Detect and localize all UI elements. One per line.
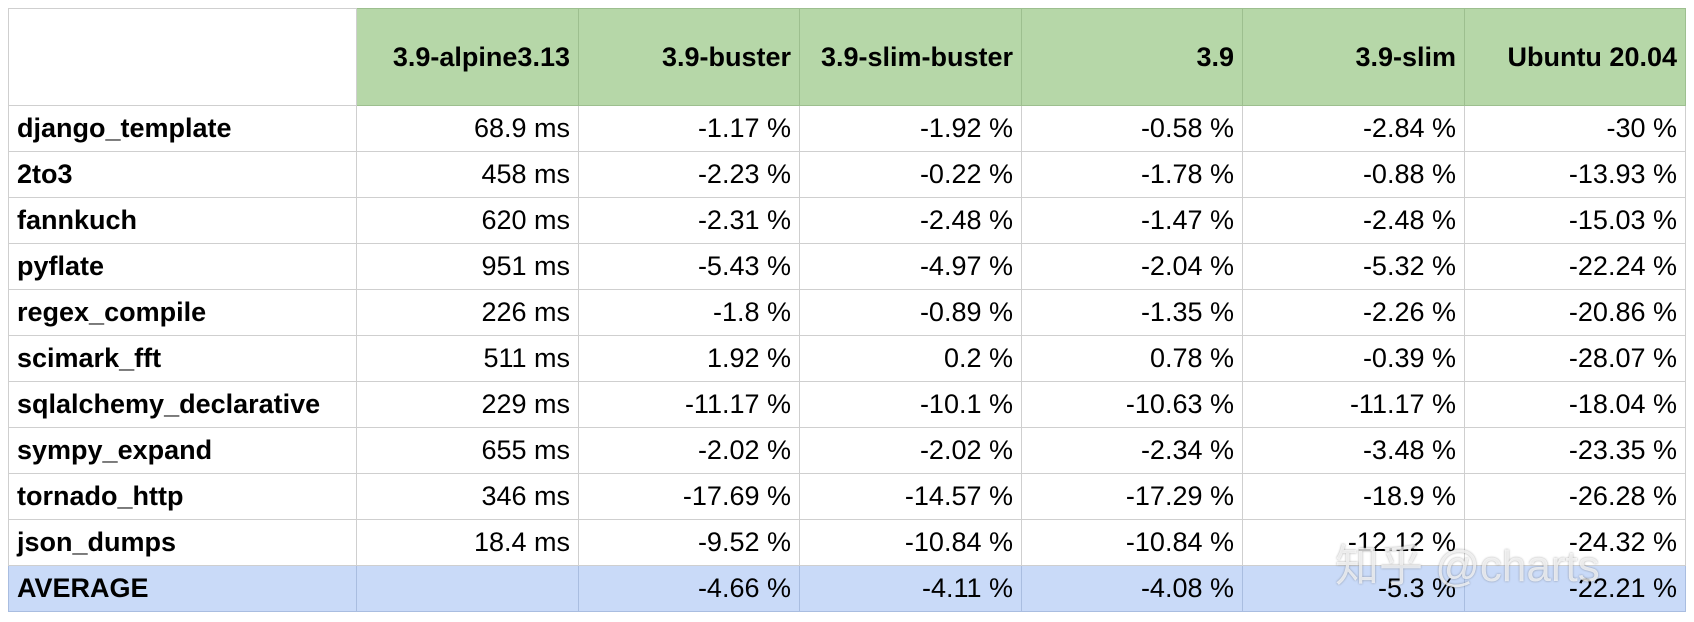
row-label: scimark_fft (8, 335, 357, 382)
data-row: scimark_fft 511 ms 1.92 % 0.2 % 0.78 % -0.39 … (8, 335, 1686, 382)
benchmark-table: 3.9-alpine3.13 3.9-buster 3.9-slim-buster 3… (8, 8, 1686, 612)
cell: 68.9 ms (356, 105, 579, 152)
row-label: fannkuch (8, 197, 357, 244)
cell: -1.35 % (1021, 289, 1243, 336)
cell: -1.92 % (799, 105, 1022, 152)
cell: -3.48 % (1242, 427, 1465, 474)
data-row: django_template 68.9 ms -1.17 % -1.92 % -0.5… (8, 105, 1686, 152)
cell: -2.34 % (1021, 427, 1243, 474)
cell: -2.02 % (578, 427, 800, 474)
cell: -18.9 % (1242, 473, 1465, 520)
row-label: AVERAGE (8, 565, 357, 612)
column-header: 3.9-alpine3.13 (356, 8, 579, 106)
row-label: 2to3 (8, 151, 357, 198)
cell: -5.43 % (578, 243, 800, 290)
cell: 620 ms (356, 197, 579, 244)
cell: -1.78 % (1021, 151, 1243, 198)
cell: -22.21 % (1464, 565, 1686, 612)
column-header: 3.9-slim (1242, 8, 1465, 106)
row-label: regex_compile (8, 289, 357, 336)
cell: -10.63 % (1021, 381, 1243, 428)
cell: -5.32 % (1242, 243, 1465, 290)
column-header: 3.9-buster (578, 8, 800, 106)
cell: -2.48 % (799, 197, 1022, 244)
cell: -17.69 % (578, 473, 800, 520)
cell: -23.35 % (1464, 427, 1686, 474)
cell: -2.23 % (578, 151, 800, 198)
data-row: pyflate 951 ms -5.43 % -4.97 % -2.04 % -5.32 … (8, 243, 1686, 290)
cell: -13.93 % (1464, 151, 1686, 198)
cell: 0.78 % (1021, 335, 1243, 382)
cell: -26.28 % (1464, 473, 1686, 520)
cell: -22.24 % (1464, 243, 1686, 290)
cell: -15.03 % (1464, 197, 1686, 244)
cell: -24.32 % (1464, 519, 1686, 566)
cell: -0.39 % (1242, 335, 1465, 382)
cell: -14.57 % (799, 473, 1022, 520)
cell: 346 ms (356, 473, 579, 520)
column-header: 3.9 (1021, 8, 1243, 106)
cell: -11.17 % (1242, 381, 1465, 428)
cell: 0.2 % (799, 335, 1022, 382)
cell: 511 ms (356, 335, 579, 382)
cell: -28.07 % (1464, 335, 1686, 382)
cell: -11.17 % (578, 381, 800, 428)
data-row: fannkuch 620 ms -2.31 % -2.48 % -1.47 % -2.48… (8, 197, 1686, 244)
cell: -4.66 % (578, 565, 800, 612)
cell: 655 ms (356, 427, 579, 474)
cell: -0.58 % (1021, 105, 1243, 152)
cell: -2.02 % (799, 427, 1022, 474)
cell (356, 565, 579, 612)
cell: -4.11 % (799, 565, 1022, 612)
cell: -1.8 % (578, 289, 800, 336)
data-row: regex_compile 226 ms -1.8 % -0.89 % -1.35 % -… (8, 289, 1686, 336)
data-row: sympy_expand 655 ms -2.02 % -2.02 % -2.34 % -… (8, 427, 1686, 474)
cell: -20.86 % (1464, 289, 1686, 336)
data-row: 2to3 458 ms -2.23 % -0.22 % -1.78 % -0.88 % -1… (8, 151, 1686, 198)
cell: -0.88 % (1242, 151, 1465, 198)
row-label: sqlalchemy_declarative (8, 381, 357, 428)
cell: -2.04 % (1021, 243, 1243, 290)
cell: -10.84 % (1021, 519, 1243, 566)
header-row: 3.9-alpine3.13 3.9-buster 3.9-slim-buster 3… (8, 8, 1686, 106)
cell: -4.08 % (1021, 565, 1243, 612)
cell: 226 ms (356, 289, 579, 336)
data-row: sqlalchemy_declarative 229 ms -11.17 % -10.… (8, 381, 1686, 428)
cell: -10.1 % (799, 381, 1022, 428)
cell: -0.22 % (799, 151, 1022, 198)
row-label: sympy_expand (8, 427, 357, 474)
cell: -0.89 % (799, 289, 1022, 336)
average-row: AVERAGE -4.66 % -4.11 % -4.08 % -5.3 % -22.21… (8, 565, 1686, 612)
cell: 229 ms (356, 381, 579, 428)
row-label: json_dumps (8, 519, 357, 566)
cell: -2.31 % (578, 197, 800, 244)
cell: -10.84 % (799, 519, 1022, 566)
cell: 1.92 % (578, 335, 800, 382)
cell: -9.52 % (578, 519, 800, 566)
cell: 458 ms (356, 151, 579, 198)
cell: -18.04 % (1464, 381, 1686, 428)
column-header: 3.9-slim-buster (799, 8, 1022, 106)
cell: -2.26 % (1242, 289, 1465, 336)
column-header: Ubuntu 20.04 (1464, 8, 1686, 106)
cell: -4.97 % (799, 243, 1022, 290)
table-body: django_template 68.9 ms -1.17 % -1.92 % -0.5… (8, 105, 1686, 612)
cell: -2.84 % (1242, 105, 1465, 152)
cell: 951 ms (356, 243, 579, 290)
corner-cell (8, 8, 357, 106)
row-label: tornado_http (8, 473, 357, 520)
cell: -2.48 % (1242, 197, 1465, 244)
row-label: pyflate (8, 243, 357, 290)
cell: -5.3 % (1242, 565, 1465, 612)
cell: 18.4 ms (356, 519, 579, 566)
data-row: tornado_http 346 ms -17.69 % -14.57 % -17.29… (8, 473, 1686, 520)
data-row: json_dumps 18.4 ms -9.52 % -10.84 % -10.84 %… (8, 519, 1686, 566)
cell: -12.12 % (1242, 519, 1465, 566)
cell: -1.17 % (578, 105, 800, 152)
cell: -17.29 % (1021, 473, 1243, 520)
row-label: django_template (8, 105, 357, 152)
cell: -30 % (1464, 105, 1686, 152)
cell: -1.47 % (1021, 197, 1243, 244)
